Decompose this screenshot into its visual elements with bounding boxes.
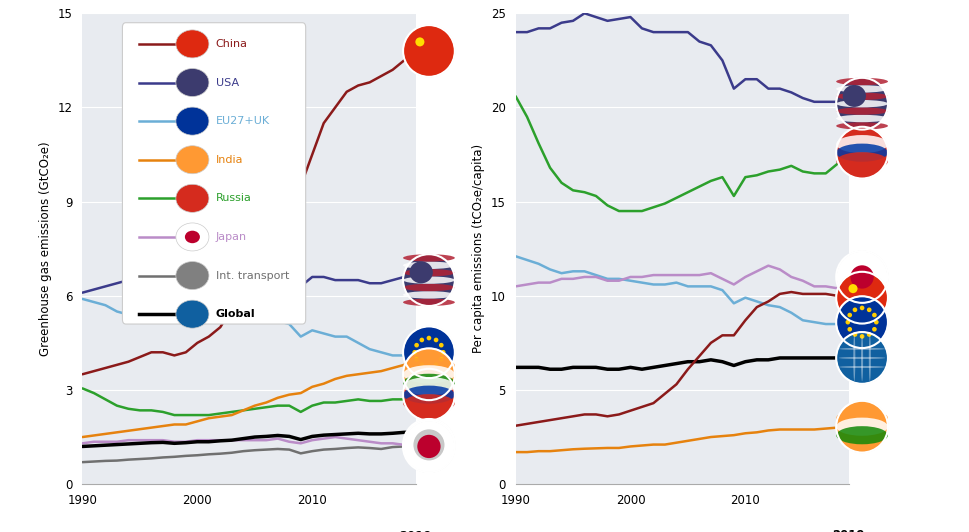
Ellipse shape	[403, 327, 454, 378]
Ellipse shape	[847, 313, 851, 318]
Ellipse shape	[403, 298, 454, 306]
Ellipse shape	[175, 30, 208, 58]
FancyBboxPatch shape	[122, 23, 305, 324]
Ellipse shape	[439, 343, 443, 347]
Ellipse shape	[419, 338, 423, 342]
Ellipse shape	[403, 374, 454, 392]
Ellipse shape	[426, 336, 431, 340]
Ellipse shape	[860, 335, 862, 381]
Ellipse shape	[414, 343, 419, 347]
Ellipse shape	[838, 348, 885, 350]
Ellipse shape	[403, 419, 454, 471]
Text: 2019: 2019	[399, 530, 431, 532]
Ellipse shape	[175, 223, 208, 251]
Ellipse shape	[859, 334, 863, 339]
Text: India: India	[215, 155, 243, 165]
Y-axis label: Per capita emissions (tCO₂e/capita): Per capita emissions (tCO₂e/capita)	[472, 144, 484, 353]
Ellipse shape	[175, 184, 208, 212]
Ellipse shape	[838, 366, 885, 368]
Ellipse shape	[185, 231, 200, 243]
Ellipse shape	[859, 305, 863, 310]
Ellipse shape	[403, 277, 454, 284]
Text: China: China	[215, 39, 247, 49]
Ellipse shape	[835, 122, 887, 130]
Ellipse shape	[835, 272, 887, 323]
Ellipse shape	[853, 335, 855, 381]
Ellipse shape	[409, 261, 432, 284]
Ellipse shape	[842, 85, 865, 107]
Ellipse shape	[835, 401, 887, 453]
Ellipse shape	[403, 365, 454, 384]
Ellipse shape	[403, 377, 454, 395]
Ellipse shape	[403, 254, 454, 262]
Ellipse shape	[835, 152, 887, 170]
Ellipse shape	[835, 296, 887, 348]
Ellipse shape	[835, 251, 887, 303]
Ellipse shape	[175, 107, 208, 135]
Ellipse shape	[835, 93, 887, 100]
Ellipse shape	[403, 269, 454, 277]
Ellipse shape	[439, 357, 443, 362]
Ellipse shape	[848, 284, 857, 293]
Ellipse shape	[175, 300, 208, 328]
Ellipse shape	[175, 262, 208, 289]
Ellipse shape	[413, 429, 444, 460]
Ellipse shape	[419, 362, 423, 367]
Ellipse shape	[847, 327, 851, 331]
Y-axis label: Greenhouse gas emissions (GtCO₂e): Greenhouse gas emissions (GtCO₂e)	[39, 142, 52, 356]
Ellipse shape	[426, 364, 431, 369]
Ellipse shape	[403, 348, 454, 400]
Text: 2019: 2019	[831, 529, 864, 532]
Ellipse shape	[403, 356, 454, 375]
Ellipse shape	[440, 350, 445, 355]
Ellipse shape	[412, 350, 417, 355]
Ellipse shape	[852, 307, 857, 312]
Ellipse shape	[403, 262, 454, 269]
Text: Global: Global	[215, 309, 255, 319]
Ellipse shape	[403, 25, 454, 77]
Ellipse shape	[835, 144, 887, 162]
Ellipse shape	[835, 409, 887, 427]
Ellipse shape	[835, 418, 887, 436]
Ellipse shape	[838, 357, 885, 359]
Ellipse shape	[403, 386, 454, 404]
Ellipse shape	[835, 135, 887, 153]
Ellipse shape	[403, 254, 454, 306]
Ellipse shape	[433, 362, 438, 367]
Ellipse shape	[871, 313, 876, 318]
Text: EU27+UK: EU27+UK	[215, 116, 269, 126]
Ellipse shape	[835, 107, 887, 115]
Ellipse shape	[415, 37, 424, 46]
Ellipse shape	[850, 265, 873, 289]
Text: Russia: Russia	[215, 193, 251, 203]
Ellipse shape	[175, 146, 208, 174]
Ellipse shape	[417, 435, 440, 458]
Ellipse shape	[835, 426, 887, 444]
Ellipse shape	[175, 69, 208, 96]
Ellipse shape	[835, 85, 887, 93]
Text: Int. transport: Int. transport	[215, 271, 289, 280]
Ellipse shape	[414, 357, 419, 362]
Ellipse shape	[835, 115, 887, 122]
Ellipse shape	[835, 78, 887, 85]
Ellipse shape	[852, 332, 857, 337]
Ellipse shape	[845, 320, 849, 325]
Text: Japan: Japan	[215, 232, 246, 242]
Text: USA: USA	[215, 78, 238, 87]
Ellipse shape	[866, 332, 870, 337]
Ellipse shape	[403, 291, 454, 298]
Ellipse shape	[403, 369, 454, 421]
Ellipse shape	[835, 332, 887, 384]
Ellipse shape	[835, 127, 887, 179]
Ellipse shape	[403, 284, 454, 291]
Ellipse shape	[433, 338, 438, 342]
Ellipse shape	[871, 327, 876, 331]
Ellipse shape	[866, 307, 870, 312]
Ellipse shape	[403, 421, 454, 472]
Ellipse shape	[835, 100, 887, 107]
Ellipse shape	[835, 78, 887, 130]
Ellipse shape	[873, 320, 878, 325]
Ellipse shape	[403, 394, 454, 412]
Ellipse shape	[868, 335, 870, 381]
